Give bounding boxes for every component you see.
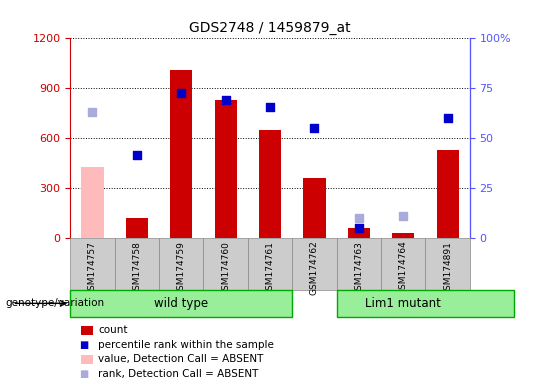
Bar: [292, 238, 336, 290]
Point: [266, 104, 274, 110]
Bar: [381, 238, 426, 290]
Point: [354, 225, 363, 231]
Text: wild type: wild type: [154, 297, 208, 310]
Text: GSM174891: GSM174891: [443, 241, 452, 296]
Bar: [114, 238, 159, 290]
Point: [310, 125, 319, 131]
Bar: [303, 178, 326, 238]
Text: Lim1 mutant: Lim1 mutant: [365, 297, 441, 310]
Point: [88, 109, 97, 115]
Point: [132, 152, 141, 158]
Bar: [336, 290, 514, 317]
Point: [354, 215, 363, 221]
Title: GDS2748 / 1459879_at: GDS2748 / 1459879_at: [189, 21, 351, 35]
Text: genotype/variation: genotype/variation: [5, 298, 105, 308]
Text: count: count: [98, 325, 128, 335]
Bar: [426, 238, 470, 290]
Text: GSM174763: GSM174763: [354, 241, 363, 296]
Text: GSM174757: GSM174757: [88, 241, 97, 296]
Point: [443, 115, 452, 121]
Point: [399, 214, 408, 220]
Text: GSM174764: GSM174764: [399, 241, 408, 295]
Point: [221, 97, 230, 103]
Bar: [82, 167, 104, 238]
Text: GSM174762: GSM174762: [310, 241, 319, 295]
Text: value, Detection Call = ABSENT: value, Detection Call = ABSENT: [98, 354, 264, 364]
Point: [177, 90, 186, 96]
Text: percentile rank within the sample: percentile rank within the sample: [98, 340, 274, 350]
Text: rank, Detection Call = ABSENT: rank, Detection Call = ABSENT: [98, 369, 259, 379]
Text: ■: ■: [79, 369, 89, 379]
Text: GSM174761: GSM174761: [266, 241, 274, 296]
Bar: [248, 238, 292, 290]
Text: GSM174759: GSM174759: [177, 241, 186, 296]
Bar: [436, 150, 458, 238]
Text: GSM174758: GSM174758: [132, 241, 141, 296]
Bar: [392, 233, 414, 238]
Bar: [214, 100, 237, 238]
Bar: [259, 130, 281, 238]
Bar: [70, 238, 114, 290]
Bar: [336, 238, 381, 290]
Bar: [126, 218, 148, 238]
Bar: [170, 70, 192, 238]
Text: GSM174760: GSM174760: [221, 241, 230, 296]
Bar: [70, 290, 292, 317]
Text: ■: ■: [79, 340, 89, 350]
Bar: [159, 238, 204, 290]
Bar: [204, 238, 248, 290]
Bar: [348, 228, 370, 238]
